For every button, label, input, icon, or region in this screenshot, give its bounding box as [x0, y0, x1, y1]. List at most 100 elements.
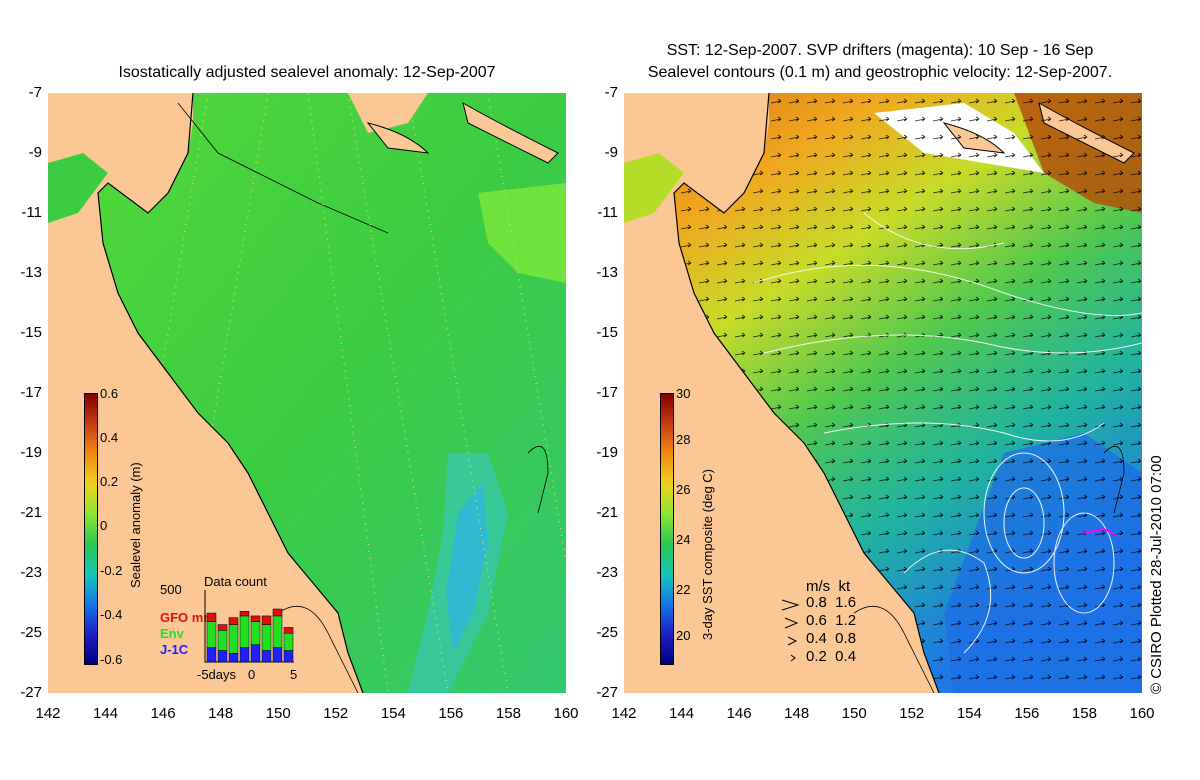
data-count-bar-4-gfo — [250, 615, 261, 622]
left-lat-tick-5: -17 — [20, 384, 42, 401]
left-lat-tick-6: -19 — [20, 444, 42, 461]
data-count-bar-5-j1 — [261, 650, 272, 663]
data-count-bar-0-gfo — [206, 612, 217, 622]
drifter-track — [1083, 527, 1117, 536]
right-lat-tick-5: -17 — [596, 384, 618, 401]
left-lat-tick-2: -11 — [21, 204, 42, 221]
data-count-bar-2-env — [228, 624, 239, 654]
data-count-bar-7-gfo — [283, 627, 294, 634]
data-count-bar-3-j1 — [239, 647, 250, 663]
right-lat-tick-10: -27 — [596, 684, 618, 701]
data-count-bar-4-j1 — [250, 644, 261, 663]
data-count-bar-3-gfo — [239, 611, 250, 617]
data-count-x-end: 5 — [290, 667, 298, 682]
sealevel-contours — [753, 212, 1142, 654]
sla-tick-4: -0.2 — [100, 563, 123, 578]
sla-colorbar-label: Sealevel anomaly (m) — [128, 462, 143, 588]
left-lat-tick-4: -15 — [20, 324, 42, 341]
right-lon-tick-4: 150 — [841, 705, 867, 722]
left-lat-tick-1: -9 — [28, 144, 42, 161]
sla-tick-0: 0.6 — [100, 386, 119, 401]
velocity-legend-row-1: 0.6 1.2 — [806, 612, 857, 629]
sst-colorbar — [660, 393, 674, 665]
right-lon-tick-3: 148 — [784, 705, 810, 722]
left-lat-tick-3: -13 — [20, 264, 42, 281]
data-count-bar-0-j1 — [206, 647, 217, 663]
left-lon-tick-7: 156 — [438, 705, 464, 722]
right-lon-tick-9: 160 — [1129, 705, 1155, 722]
data-count-x-start: -5days — [197, 667, 237, 682]
data-count-bar-2-j1 — [228, 653, 239, 663]
sst-map — [624, 93, 1142, 693]
left-lat-tick-7: -21 — [20, 504, 42, 521]
data-count-bar-4-env — [250, 621, 261, 645]
data-count-bar-6-j1 — [272, 647, 283, 663]
right-lat-tick-2: -11 — [597, 204, 618, 221]
right-lat-tick-7: -21 — [596, 504, 618, 521]
left-lon-tick-6: 154 — [380, 705, 406, 722]
data-count-bar-1-j1 — [217, 650, 228, 663]
data-count-bar-5-env — [261, 624, 272, 651]
right-lon-tick-7: 156 — [1014, 705, 1040, 722]
right-lon-tick-2: 146 — [726, 705, 752, 722]
right-lat-tick-4: -15 — [596, 324, 618, 341]
sst-tick-2: 26 — [676, 482, 691, 497]
sealevel-anomaly-map — [48, 93, 566, 693]
left-lat-tick-0: -7 — [28, 84, 42, 101]
velocity-legend-row-0: 0.8 1.6 — [806, 594, 857, 611]
sla-tick-5: -0.4 — [100, 607, 123, 622]
sat-j1c-label: J-1C — [160, 642, 189, 657]
data-count-bar-1-env — [217, 630, 228, 651]
data-count-bar-6-env — [272, 615, 283, 648]
right-lat-tick-6: -19 — [596, 444, 618, 461]
right-lon-tick-0: 142 — [611, 705, 637, 722]
left-lon-tick-9: 160 — [553, 705, 579, 722]
right-lon-tick-1: 144 — [669, 705, 695, 722]
right-lon-tick-6: 154 — [956, 705, 982, 722]
velocity-arrows — [674, 93, 1142, 693]
sla-tick-6: -0.6 — [100, 652, 123, 667]
sst-tick-5: 20 — [676, 628, 691, 643]
data-count-bar-6-gfo — [272, 608, 283, 617]
data-count-bar-0-env — [206, 621, 217, 648]
right-lat-tick-0: -7 — [604, 84, 618, 101]
left-lon-tick-8: 158 — [495, 705, 521, 722]
right-lon-tick-5: 152 — [899, 705, 925, 722]
sla-tick-2: 0.2 — [100, 474, 119, 489]
data-count-bar-7-j1 — [283, 650, 294, 663]
right-lon-tick-8: 158 — [1071, 705, 1097, 722]
sst-tick-3: 24 — [676, 532, 691, 547]
sla-tick-3: 0 — [100, 518, 108, 533]
data-count-bar-7-env — [283, 632, 294, 651]
sla-colorbar — [84, 393, 98, 665]
left-lat-tick-10: -27 — [20, 684, 42, 701]
sst-tick-4: 22 — [676, 582, 691, 597]
sla-tick-1: 0.4 — [100, 430, 119, 445]
data-count-title: Data count — [204, 574, 267, 589]
sat-env-label: Env — [160, 626, 184, 641]
left-lon-tick-5: 152 — [323, 705, 349, 722]
sat-gfo-label: GFO mm — [160, 610, 215, 625]
velocity-legend-arrows — [781, 599, 800, 662]
data-count-x-zero: 0 — [248, 667, 256, 682]
sst-tick-0: 30 — [676, 386, 691, 401]
copyright-text: © CSIRO Plotted 28-Jul-2010 07:00 — [1148, 455, 1165, 694]
data-count-bar-2-gfo — [228, 617, 239, 625]
right-lat-tick-3: -13 — [596, 264, 618, 281]
left-lon-tick-2: 146 — [150, 705, 176, 722]
velocity-legend-header: m/s kt — [806, 578, 851, 595]
data-count-bar-5-gfo — [261, 615, 272, 625]
right-map-title-line2: Sealevel contours (0.1 m) and geostrophi… — [647, 64, 1113, 81]
left-lon-tick-3: 148 — [208, 705, 234, 722]
left-map-title: Isostatically adjusted sealevel anomaly:… — [118, 64, 496, 81]
left-lon-tick-4: 150 — [265, 705, 291, 722]
velocity-legend-row-2: 0.4 0.8 — [806, 630, 857, 647]
left-lon-tick-1: 144 — [93, 705, 119, 722]
data-count-bars — [204, 590, 294, 663]
left-lat-tick-9: -25 — [20, 624, 42, 641]
right-lat-tick-8: -23 — [596, 564, 618, 581]
sst-colorbar-label: 3-day SST composite (deg C) — [700, 469, 715, 640]
data-count-bar-3-env — [239, 615, 250, 648]
left-lat-tick-8: -23 — [20, 564, 42, 581]
sst-tick-1: 28 — [676, 432, 691, 447]
